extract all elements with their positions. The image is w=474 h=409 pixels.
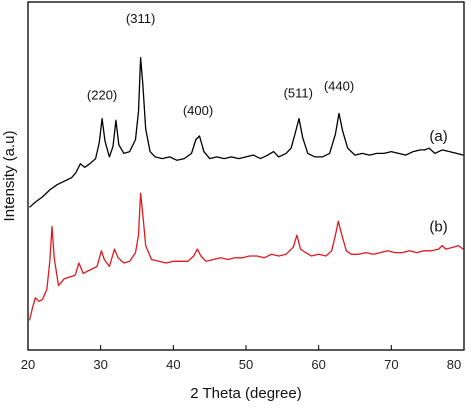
x-axis-ticks: 20 30 40 50 60 70 80 <box>21 345 465 372</box>
series-label: (a) <box>429 128 447 145</box>
x-tick-label: 20 <box>21 357 35 372</box>
series-label: (b) <box>429 219 447 236</box>
x-tick-label: 60 <box>311 357 325 372</box>
series-layer <box>28 57 464 321</box>
x-tick-label: 80 <box>447 357 461 372</box>
x-tick-label: 50 <box>239 357 253 372</box>
peak-label: (311) <box>126 11 155 26</box>
x-axis-label: 2 Theta (degree) <box>190 385 301 402</box>
peak-label: (220) <box>87 87 117 102</box>
peak-label: (511) <box>284 86 313 101</box>
annotation-layer: (220) (311) (400) (511) (440) (a) (b) <box>87 11 448 236</box>
y-axis-label: Intensity (a.u) <box>1 131 18 222</box>
peak-label: (400) <box>183 103 213 118</box>
x-tick-label: 40 <box>166 357 180 372</box>
x-tick-label: 70 <box>384 357 398 372</box>
peak-label: (440) <box>324 79 354 94</box>
x-tick-label: 30 <box>93 357 107 372</box>
series-line-a <box>29 57 464 208</box>
plot-frame <box>27 1 465 351</box>
series-line-b <box>28 192 464 321</box>
